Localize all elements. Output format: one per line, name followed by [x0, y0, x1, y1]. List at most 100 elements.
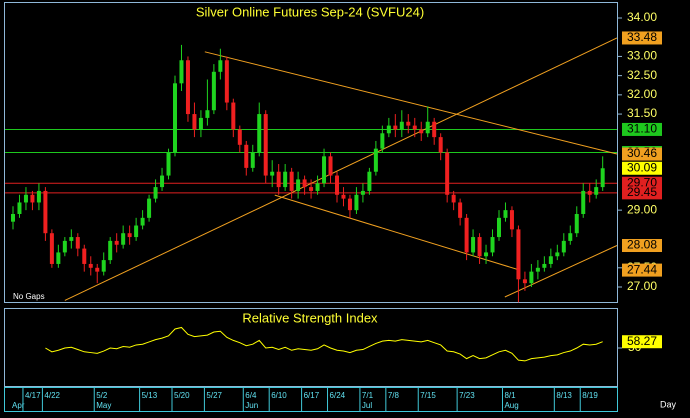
candle-body [393, 125, 398, 130]
candle-body [43, 190, 48, 234]
candle-body [594, 187, 599, 195]
candle-body [458, 202, 463, 218]
candle-body [23, 194, 28, 203]
x-tick-label: 5/13 [142, 391, 158, 400]
candle-body [160, 175, 165, 188]
trendline [204, 51, 618, 155]
candle-body [198, 117, 203, 130]
candle-body [328, 156, 333, 176]
candle-body [555, 252, 560, 257]
candle-body [522, 279, 527, 284]
rsi-value-box [622, 335, 662, 349]
x-tick-label: 6/24 [330, 391, 346, 400]
candle-body [399, 121, 404, 130]
x-tick-label: 8/19 [582, 391, 598, 400]
candle-body [347, 198, 352, 211]
candle-body [548, 256, 553, 264]
candle-body [600, 168, 605, 188]
candle-body [121, 233, 126, 245]
trendline [504, 245, 618, 298]
candle-body [62, 240, 67, 253]
candle-body [412, 125, 417, 130]
candle-body [127, 233, 132, 238]
candle-body [315, 183, 320, 191]
y-tick-label: 31.50 [627, 106, 657, 120]
candle-body [95, 267, 100, 272]
candle-body [302, 179, 307, 188]
candle-body [354, 194, 359, 211]
candle-body [322, 156, 327, 184]
candle-body [289, 171, 294, 191]
x-tick-label: 4/22 [44, 391, 60, 400]
candle-body [263, 114, 268, 176]
price-panel [4, 2, 618, 303]
candle-body [36, 190, 41, 203]
candle-body [360, 190, 365, 195]
candle-body [56, 252, 61, 264]
x-tick-label: 8/13 [556, 391, 572, 400]
candle-body [477, 237, 482, 257]
candle-body [257, 114, 262, 153]
x-tick-label: 6/4 [245, 391, 257, 400]
trendline-box [622, 263, 662, 277]
trendline [274, 194, 520, 271]
x-tick-label: 6/17 [304, 391, 320, 400]
candle-body [335, 175, 339, 195]
candle-body [445, 152, 450, 195]
candle-body [237, 129, 242, 145]
candle-body [386, 125, 391, 134]
candle-body [224, 60, 229, 103]
date-axis [4, 387, 618, 412]
candle-body [147, 198, 152, 218]
candle-body [471, 237, 476, 253]
x-tick-label: 5/2 [96, 391, 108, 400]
candle-body [587, 190, 592, 195]
candle-body [574, 213, 579, 234]
x-tick-label: 7/15 [420, 391, 436, 400]
x-tick-label: 7/23 [459, 391, 475, 400]
candle-body [568, 233, 573, 241]
rsi-line [45, 326, 603, 362]
candle-body [134, 225, 139, 238]
y-tick-label: 33.00 [627, 49, 657, 63]
month-label: Jul [362, 401, 372, 410]
candle-body [432, 121, 437, 138]
trendline [64, 37, 618, 301]
month-label: Apr [12, 401, 25, 410]
candle-body [205, 110, 210, 118]
level-label: 31.10 [627, 122, 657, 136]
candle-body [561, 240, 566, 253]
candle-body [516, 229, 521, 280]
x-tick-label: 7/8 [388, 391, 400, 400]
last-price-box [622, 161, 662, 175]
candle-body [503, 210, 508, 218]
candle-body [484, 252, 489, 257]
candle-body [380, 133, 385, 149]
level-box [622, 122, 662, 136]
candle-body [30, 194, 35, 203]
candle-body [179, 60, 184, 84]
candle-body [88, 263, 93, 268]
candle-body [464, 217, 469, 253]
candle-body [341, 194, 346, 199]
candle-body [497, 217, 501, 238]
candle-body [153, 187, 158, 199]
x-tick-label: 6/10 [271, 391, 287, 400]
candle-body [250, 152, 255, 168]
trendline-label: 28.08 [627, 238, 657, 252]
candle-body [69, 237, 74, 241]
candle-body [581, 190, 586, 214]
candle-body [101, 260, 106, 272]
note: No Gaps [13, 292, 45, 301]
candle-body [82, 248, 87, 264]
candle-body [283, 171, 288, 188]
candle-body [509, 210, 514, 230]
last-price-label: 30.09 [627, 160, 657, 174]
x-tick-label: 8/1 [504, 391, 516, 400]
period-label: Day [660, 399, 677, 409]
rsi-value-label: 58.27 [627, 334, 657, 348]
candle-body [276, 171, 281, 188]
candle-body [490, 237, 495, 253]
